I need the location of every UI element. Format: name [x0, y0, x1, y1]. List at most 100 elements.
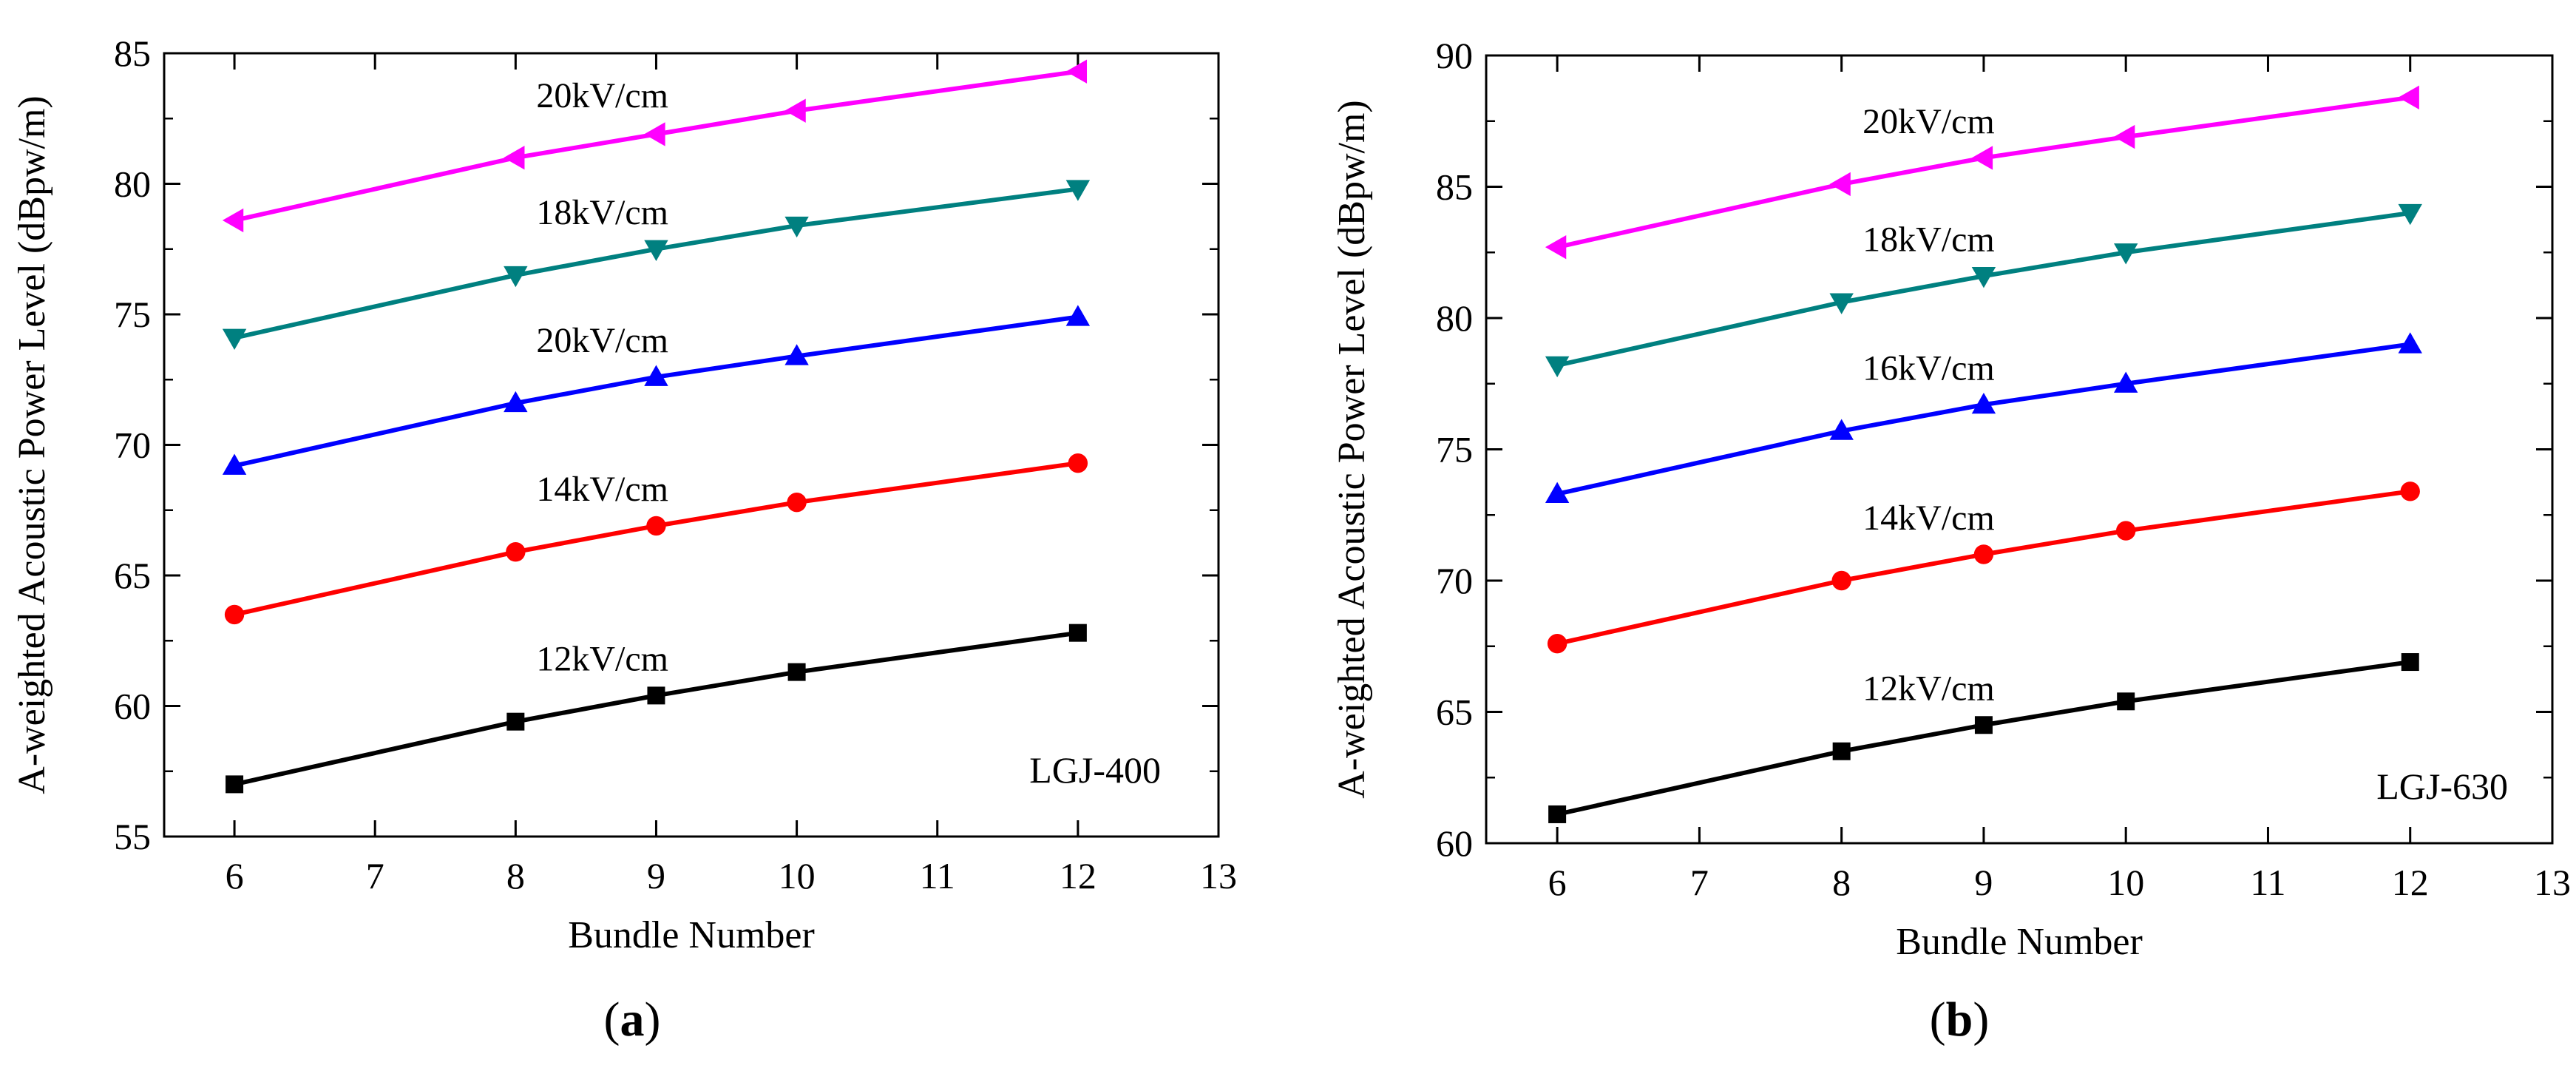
panel-b-data-point: [1545, 234, 1567, 260]
panel-b-panel-label: (b): [1930, 993, 1990, 1047]
panel-b-x-tick-label: 8: [1832, 862, 1851, 903]
panel-b-data-point: [1831, 570, 1851, 591]
panel-b-data-point: [1829, 419, 1854, 440]
panel-a-series-label: 12kV/cm: [536, 640, 668, 679]
panel-a-x-axis-title: Bundle Number: [568, 914, 815, 956]
panel-b-x-tick-label: 12: [2392, 862, 2429, 903]
panel-a-data-point: [784, 344, 809, 365]
panel-a-data-point: [784, 216, 809, 238]
panel-a-data-point: [506, 712, 525, 731]
panel-a-data-point: [504, 391, 528, 413]
panel-b-data-point: [2114, 371, 2138, 393]
panel-b-data-point: [1829, 293, 1854, 314]
panel-a-data-point: [1065, 59, 1088, 84]
panel-a-data-point: [1065, 180, 1091, 201]
panel-b-y-axis-title: A-weighted Acoustic Power Level (dBpw/m): [1331, 100, 1373, 798]
panel-b-data-point: [2117, 692, 2135, 711]
panel-a-data-point: [787, 492, 807, 513]
panel-a-y-tick-label: 80: [114, 163, 151, 205]
panel-b-plot-frame: [1485, 54, 2554, 845]
panel-a-y-tick-label: 75: [114, 294, 151, 335]
panel-b-series-label: 12kV/cm: [1862, 669, 1995, 709]
panel-b-data-point: [2398, 332, 2422, 354]
panel-a-data-point: [222, 328, 247, 350]
panel-a-data-point: [647, 686, 665, 705]
panel-a-x-tick-label: 8: [506, 855, 525, 896]
panel-b-x-tick-label: 6: [1548, 862, 1567, 903]
panel-b-data-point: [1545, 482, 1570, 503]
panel-a-x-tick-label: 11: [920, 855, 955, 896]
panel-a-y-tick-label: 55: [114, 816, 151, 857]
panel-a-series-label: 20kV/cm: [536, 76, 668, 115]
panel-a-data-point: [504, 146, 525, 170]
panel-b-x-tick-label: 11: [2250, 862, 2285, 903]
panel-a-series-label: 20kV/cm: [536, 321, 668, 360]
panel-b-y-tick-label: 65: [1436, 692, 1473, 733]
panel-b-data-point: [2114, 243, 2138, 265]
panel-b-data-point: [1971, 267, 1996, 288]
panel-b-data-point: [1971, 392, 1996, 414]
panel-a-x-tick-label: 6: [226, 855, 244, 896]
panel-a-data-point: [222, 453, 247, 475]
panel-a-y-tick-label: 70: [114, 425, 151, 466]
panel-a-y-tick-label: 85: [114, 33, 151, 74]
panel-b-data-point: [2400, 482, 2420, 501]
panel-a-data-point: [644, 122, 665, 146]
panel-b-series-label: 16kV/cm: [1862, 349, 1995, 388]
panel-a-data-point: [506, 542, 526, 562]
panel-a-y-tick-label: 65: [114, 555, 151, 596]
panel-b-data-point: [1829, 172, 1851, 197]
panel-a-x-tick-label: 7: [366, 855, 384, 896]
panel-b-y-tick-label: 70: [1436, 560, 1473, 601]
panel-a-y-axis-title: A-weighted Acoustic Power Level (dBpw/m): [11, 95, 53, 794]
panel-b-x-tick-label: 9: [1974, 862, 1993, 903]
panel-b-data-point: [1545, 356, 1570, 378]
panel-a-data-point: [787, 663, 806, 681]
panel-a-x-tick-label: 9: [647, 855, 665, 896]
panel-a-x-tick-label: 12: [1060, 855, 1097, 896]
panel-b-data-point: [2398, 85, 2419, 109]
panel-b-data-point: [1548, 805, 1567, 823]
panel-a-conductor-note: LGJ-400: [1029, 749, 1161, 791]
panel-a-data-point: [222, 208, 244, 233]
panel-b-y-tick-label: 60: [1436, 822, 1473, 864]
panel-b-data-point: [2401, 653, 2419, 672]
panel-a-data-point: [644, 240, 668, 261]
panel-b-series-label: 14kV/cm: [1862, 499, 1995, 538]
panel-a-data-point: [504, 266, 528, 288]
panel-a-data-point: [646, 516, 666, 536]
panel-b-data-point: [2398, 203, 2422, 226]
panel-b-conductor-note: LGJ-630: [2376, 766, 2508, 807]
panel-a-data-point: [1065, 305, 1091, 326]
panel-b-y-tick-label: 75: [1436, 429, 1473, 470]
panel-a-data-point: [1068, 624, 1087, 642]
panel-b-data-point: [1974, 716, 1993, 734]
panel-a-data-point: [226, 775, 244, 794]
panel-b-x-tick-label: 7: [1690, 862, 1709, 903]
panel-b-series-label: 20kV/cm: [1862, 102, 1995, 141]
panel-b-data-point: [2116, 521, 2136, 541]
panel-a-panel-label: (a): [604, 993, 661, 1047]
panel-a-data-point: [224, 604, 245, 625]
panel-a-data-point: [1068, 453, 1088, 473]
panel-b-data-point: [2114, 124, 2135, 149]
panel-b-y-tick-label: 90: [1436, 35, 1473, 76]
panel-a-series-label: 14kV/cm: [536, 470, 668, 509]
panel-b-data-point: [1832, 742, 1851, 760]
panel-b-y-tick-label: 85: [1436, 166, 1473, 208]
panel-b-series-label: 18kV/cm: [1862, 220, 1995, 260]
panel-b-y-tick-label: 80: [1436, 297, 1473, 339]
panel-b-x-tick-label: 13: [2534, 862, 2571, 903]
panel-b-data-point: [1971, 146, 1993, 170]
panel-a-y-tick-label: 60: [114, 686, 151, 727]
panel-b-data-point: [1973, 544, 1994, 564]
panel-a-x-tick-label: 13: [1200, 855, 1237, 896]
panel-a-series-label: 18kV/cm: [536, 193, 668, 232]
panel-a-x-tick-label: 10: [779, 855, 816, 896]
panel-a-data-point: [644, 365, 668, 386]
panel-a-data-point: [784, 98, 806, 123]
panel-b-x-axis-title: Bundle Number: [1896, 921, 2143, 963]
panel-b-data-point: [1547, 634, 1567, 654]
panel-b-x-tick-label: 10: [2107, 862, 2144, 903]
